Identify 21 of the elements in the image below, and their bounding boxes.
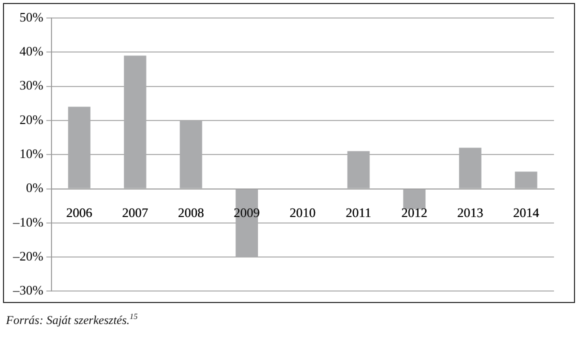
y-tick-label: 0%	[26, 180, 44, 196]
y-tick-label: 50%	[19, 9, 44, 24]
x-tick-label: 2013	[457, 204, 484, 220]
y-tick-label: 30%	[19, 78, 44, 93]
bar	[514, 172, 538, 188]
x-tick-label: 2008	[178, 204, 204, 220]
x-tick-label: 2009	[234, 204, 260, 220]
y-tick-label: –30%	[12, 282, 44, 298]
x-tick-label: 2014	[513, 204, 540, 220]
x-tick-label: 2006	[66, 204, 93, 220]
y-tick-label: –10%	[12, 214, 44, 230]
y-tick-label: –20%	[12, 248, 44, 264]
x-tick-label: 2010	[290, 204, 316, 220]
bar	[403, 189, 426, 210]
y-tick-label: 40%	[19, 44, 44, 59]
x-tick-label: 2011	[346, 204, 372, 220]
y-tick-label: 20%	[19, 112, 44, 127]
x-tick-label: 2007	[122, 204, 149, 220]
x-tick-label: 2012	[401, 204, 428, 220]
y-tick-label: 10%	[19, 146, 44, 162]
text: Forrás: Saját szerkesztés.$^{15}$	[6, 312, 138, 328]
